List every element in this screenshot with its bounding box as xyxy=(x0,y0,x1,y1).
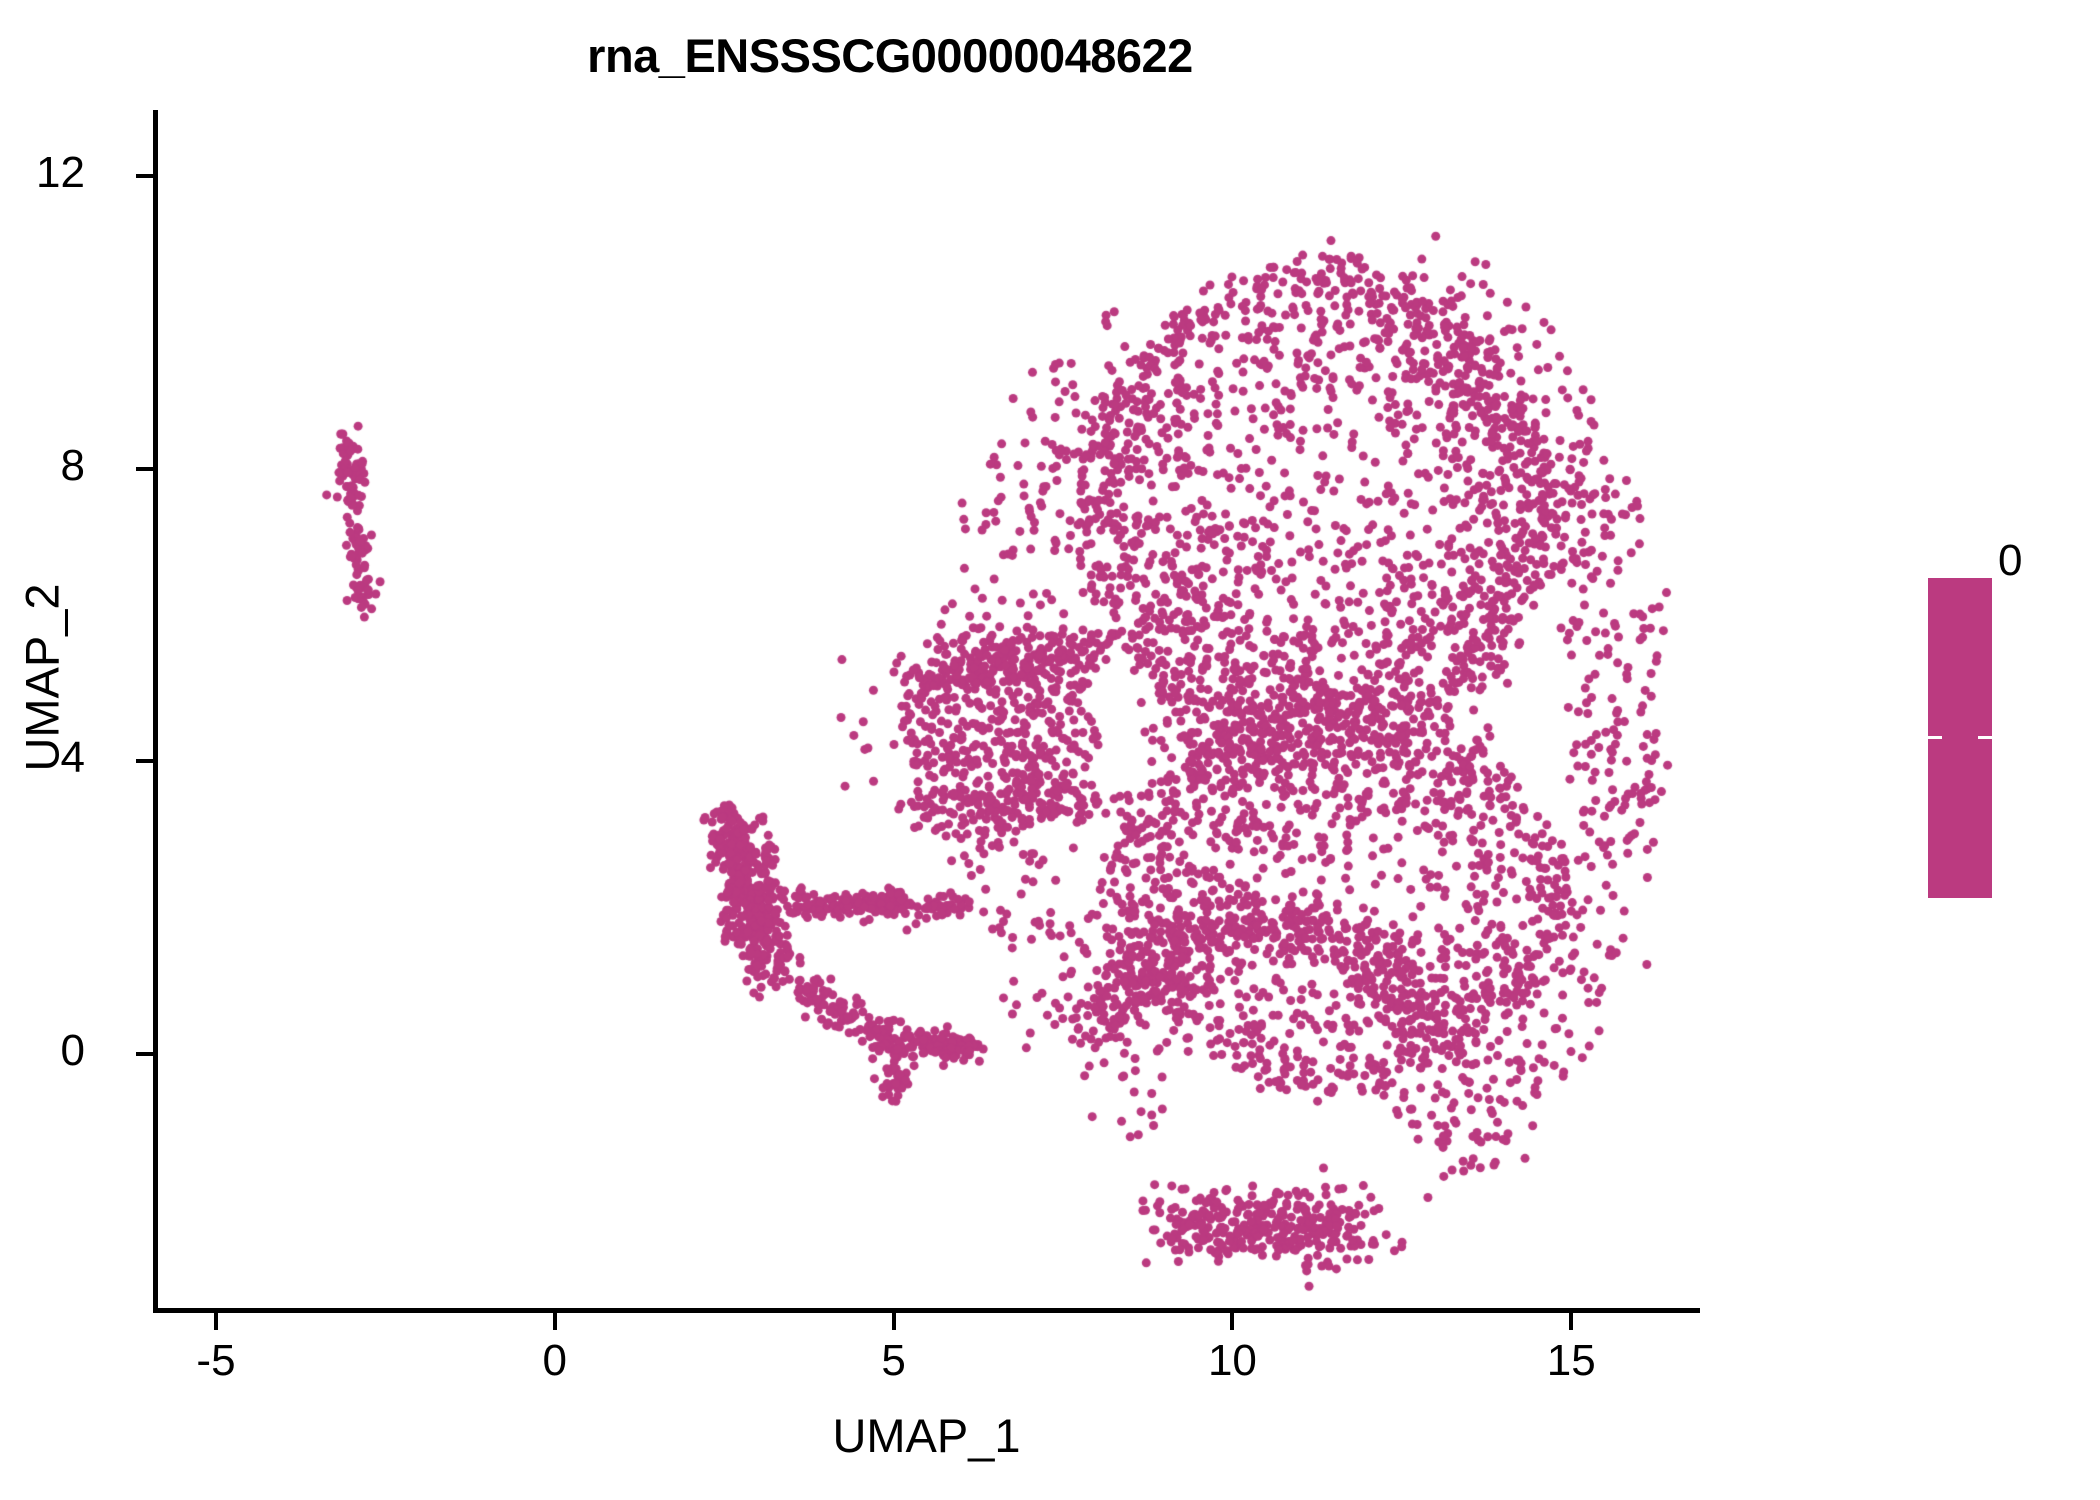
x-tick-label: -5 xyxy=(196,1336,236,1385)
x-tick-label: 5 xyxy=(881,1336,906,1385)
scatter-points-layer xyxy=(155,110,1700,1310)
x-tick-label: 10 xyxy=(1207,1336,1257,1385)
x-tick-mark xyxy=(1230,1313,1235,1330)
x-axis-label: UMAP_1 xyxy=(832,1409,1021,1462)
y-tick-label: 8 xyxy=(60,440,85,490)
y-tick-label: 12 xyxy=(36,147,85,197)
y-tick-label: 0 xyxy=(60,1025,85,1075)
colorbar-tick-right xyxy=(1978,736,1992,739)
colorbar-tick-left xyxy=(1928,736,1942,739)
y-axis-label: UMAP_2 xyxy=(15,583,69,772)
colorbar-legend xyxy=(1928,578,1992,898)
page-title: rna_ENSSSCG00000048622 xyxy=(587,29,1193,82)
x-tick-label: 15 xyxy=(1546,1336,1596,1385)
y-tick-mark xyxy=(136,759,153,764)
x-tick-mark xyxy=(1569,1313,1574,1330)
y-axis-line xyxy=(153,110,158,1310)
x-axis-line xyxy=(153,1308,1700,1313)
x-tick-mark xyxy=(891,1313,896,1330)
y-tick-label: 4 xyxy=(60,733,85,783)
x-tick-mark xyxy=(213,1313,218,1330)
x-tick-mark xyxy=(552,1313,557,1330)
plot-area xyxy=(155,110,1700,1310)
y-tick-mark xyxy=(136,1051,153,1056)
colorbar-tick-label: 0 xyxy=(1998,536,2023,585)
y-tick-mark xyxy=(136,466,153,471)
y-tick-mark xyxy=(136,173,153,178)
x-tick-label: 0 xyxy=(542,1336,568,1385)
